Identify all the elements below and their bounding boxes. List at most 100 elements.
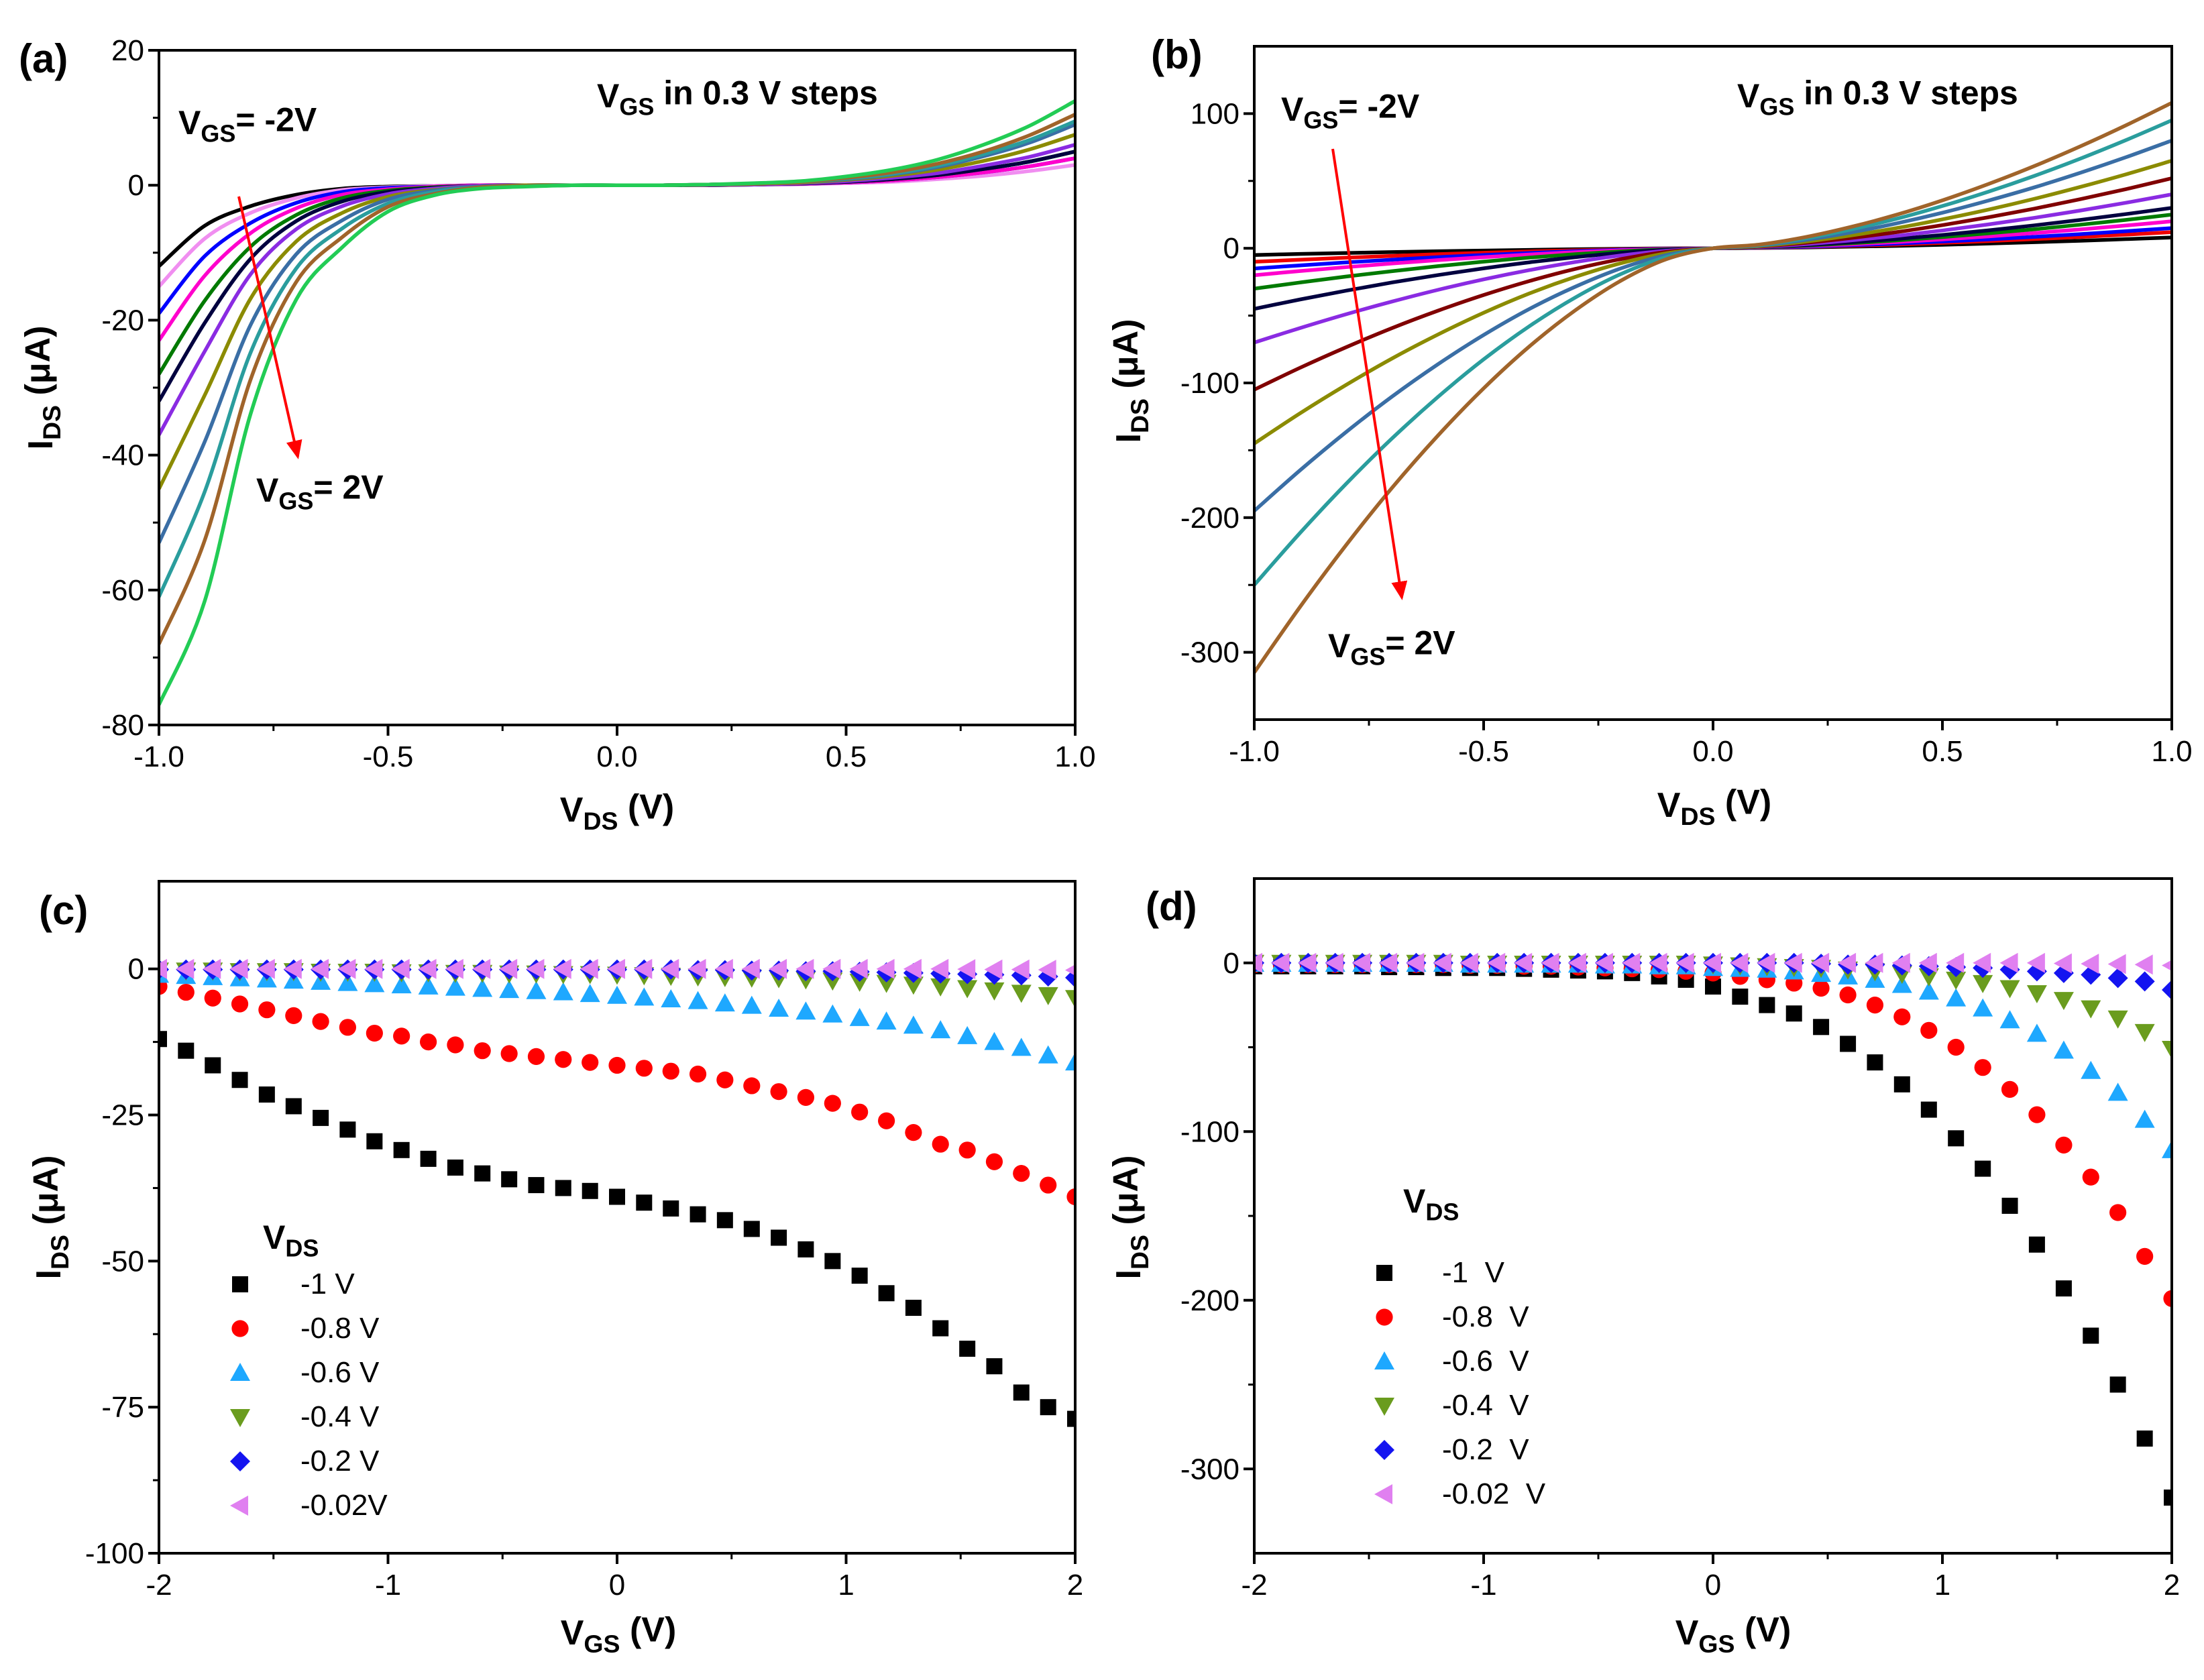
data-point	[1973, 952, 1991, 973]
data-point	[285, 1007, 302, 1024]
data-point	[716, 1212, 733, 1229]
subscript: DS	[583, 807, 618, 835]
label-part: V	[1403, 1182, 1426, 1220]
data-point	[1840, 1035, 1857, 1052]
label-part: = 2V	[1385, 624, 1455, 662]
data-point	[1759, 997, 1775, 1013]
label-part: V	[178, 104, 201, 142]
data-point	[2134, 954, 2153, 975]
data-point	[1065, 1052, 1075, 1071]
series-5	[1254, 952, 2172, 975]
data-point	[1785, 1005, 1802, 1022]
label-part: = 2V	[313, 469, 384, 506]
data-point	[824, 1253, 841, 1270]
data-point	[771, 1229, 787, 1246]
plot-frame	[158, 49, 1077, 726]
data-point	[849, 973, 870, 992]
curve-11	[159, 99, 1075, 706]
y-tick-label: -20	[101, 304, 144, 337]
data-point	[1732, 989, 1749, 1005]
panel-label: (d)	[1146, 884, 1197, 929]
data-point	[2107, 1082, 2128, 1101]
y-axis-label: IDS (μA)	[1106, 319, 1154, 443]
label-part: V	[1281, 91, 1304, 128]
data-point	[1920, 1021, 1938, 1039]
legend-marker-icon	[230, 1451, 250, 1471]
data-point	[930, 1020, 951, 1039]
y-tick-label: -300	[1180, 636, 1239, 669]
legend-item: -1 V	[1376, 1256, 1505, 1289]
legend-marker-icon	[230, 1496, 248, 1516]
data-point	[582, 1182, 598, 1199]
label-part: (μA)	[18, 326, 57, 405]
data-point	[849, 958, 868, 979]
label-part: V	[256, 471, 279, 509]
y-tick-label: -100	[1180, 1115, 1239, 1148]
data-point	[312, 1013, 329, 1030]
x-tick-label: -2	[146, 1569, 172, 1602]
data-point	[1974, 1059, 1991, 1076]
data-point	[1011, 985, 1032, 1003]
data-point	[311, 958, 329, 979]
data-point	[1866, 997, 1884, 1014]
data-point	[553, 982, 573, 1001]
y-tick-label: -60	[101, 574, 144, 607]
data-point	[795, 958, 814, 979]
data-point	[822, 958, 841, 979]
data-point	[1541, 952, 1559, 973]
subscript: GS	[584, 1630, 620, 1658]
data-point	[1013, 1384, 1030, 1401]
data-point	[741, 958, 760, 979]
x-tick-label: 1.0	[1054, 740, 1095, 773]
data-point	[500, 1045, 518, 1062]
legend-item: -0.02 V	[1374, 1477, 1546, 1510]
y-tick-label: 0	[128, 953, 144, 986]
data-point	[878, 1285, 895, 1302]
data-point	[1757, 952, 1775, 973]
data-point	[2134, 971, 2155, 992]
data-point	[159, 958, 167, 979]
data-point	[1011, 1038, 1032, 1056]
data-point	[1040, 1399, 1056, 1416]
data-point	[391, 958, 410, 979]
data-point	[1893, 1076, 1910, 1093]
legend-marker-icon	[1374, 1484, 1392, 1504]
annotation-steps: VGS in 0.3 V steps	[1737, 74, 2018, 121]
data-point	[447, 1036, 464, 1054]
data-point	[958, 1141, 976, 1159]
subscript: DS	[46, 1235, 74, 1270]
y-tick-label: -25	[101, 1099, 144, 1132]
data-point	[420, 1150, 437, 1167]
data-point	[663, 1200, 679, 1217]
subscript: DS	[38, 405, 66, 440]
y-tick-label: -100	[85, 1537, 144, 1570]
data-point	[366, 1133, 383, 1150]
data-point	[636, 1194, 653, 1211]
x-tick-label: 2	[1067, 1569, 1083, 1602]
label-part: V	[1675, 1614, 1699, 1653]
label-part: = -2V	[1338, 88, 1420, 125]
data-point	[2053, 992, 2074, 1011]
legend-title: VDS	[1403, 1182, 1459, 1226]
data-point	[1838, 952, 1857, 973]
legend-label: -0.02 V	[1442, 1477, 1546, 1510]
label-part: V	[1657, 786, 1681, 825]
label-part: I	[30, 1270, 68, 1279]
data-point	[1867, 1054, 1883, 1071]
data-point	[205, 1057, 221, 1074]
data-point	[474, 1042, 491, 1060]
data-point	[256, 958, 275, 979]
legend-marker-icon	[230, 1363, 250, 1381]
x-tick-label: 1.0	[2151, 735, 2192, 768]
data-point	[1812, 979, 1830, 997]
y-tick-label: -300	[1180, 1453, 1239, 1486]
plot-area	[1254, 101, 2172, 674]
label-part: V	[263, 1219, 286, 1256]
y-tick-label: -75	[101, 1391, 144, 1424]
data-point	[1975, 1160, 1991, 1177]
data-point	[903, 1015, 924, 1034]
legend-label: -1 V	[300, 1268, 355, 1300]
legend-label: -0.2 V	[1442, 1433, 1529, 1466]
plot-area	[159, 958, 1075, 1427]
data-point	[984, 1031, 1005, 1050]
